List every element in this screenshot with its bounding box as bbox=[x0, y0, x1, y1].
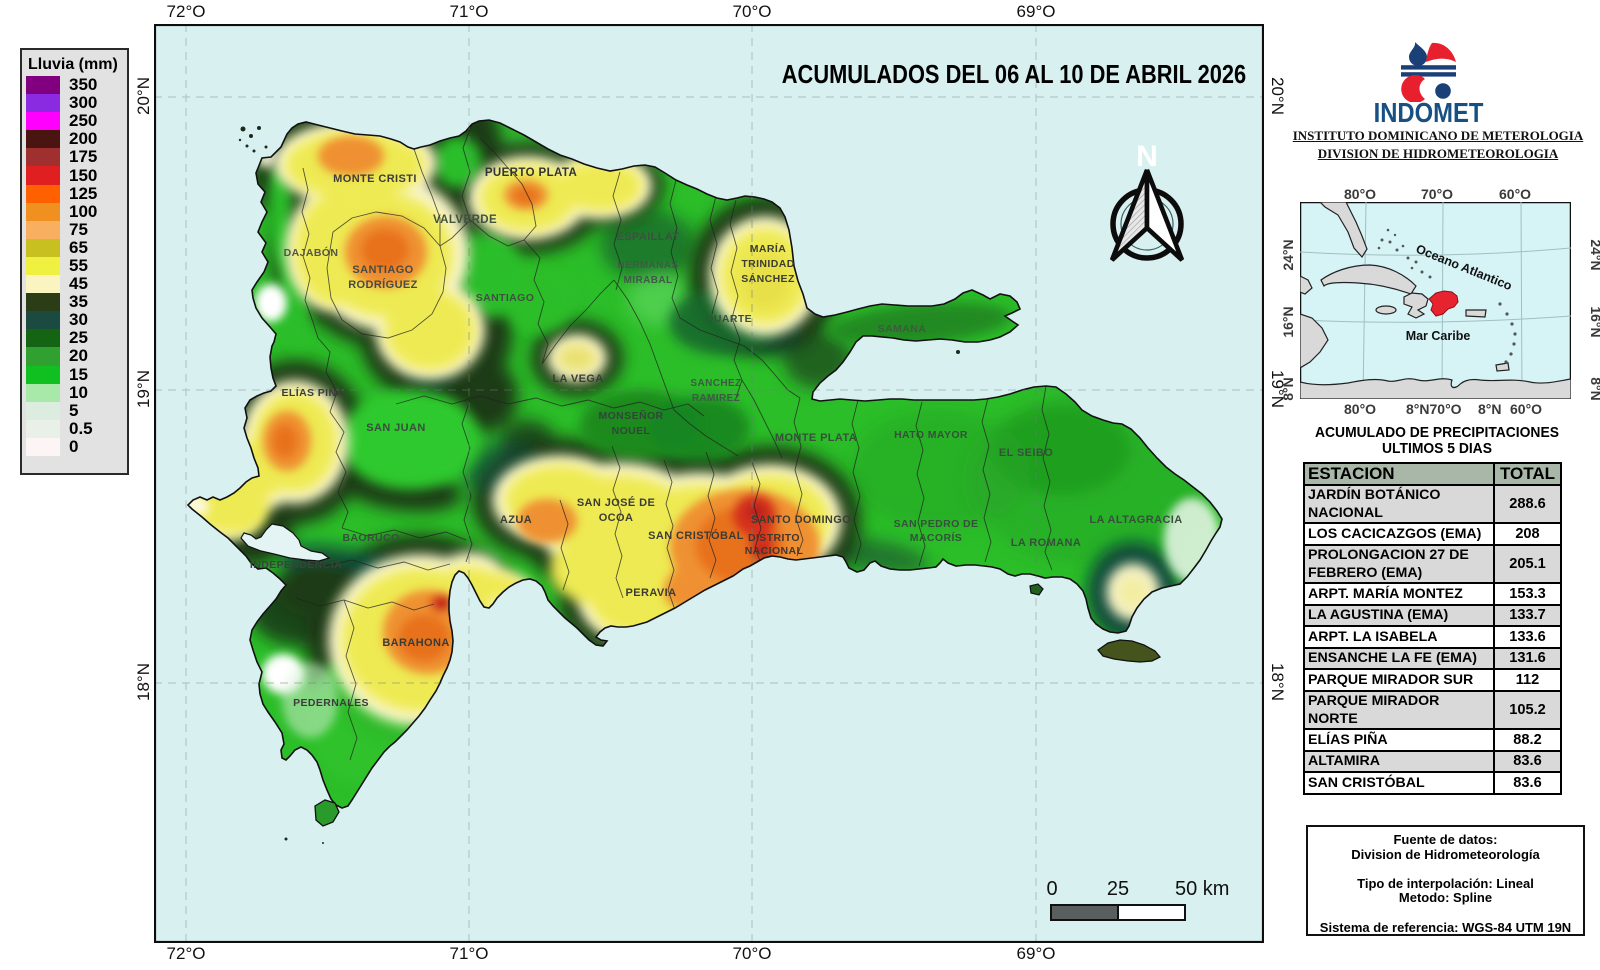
svg-text:MACORÍS: MACORÍS bbox=[910, 531, 962, 544]
svg-text:EL SEIBO: EL SEIBO bbox=[999, 447, 1053, 459]
svg-text:DAJABÓN: DAJABÓN bbox=[284, 246, 339, 259]
svg-text:50 km: 50 km bbox=[1175, 878, 1229, 900]
svg-text:RAMIREZ: RAMIREZ bbox=[692, 393, 740, 404]
svg-text:SANTIAGO: SANTIAGO bbox=[352, 264, 413, 276]
svg-text:SAN PEDRO DE: SAN PEDRO DE bbox=[894, 518, 979, 530]
svg-text:N: N bbox=[1136, 140, 1158, 173]
svg-text:SAN CRISTÓBAL: SAN CRISTÓBAL bbox=[648, 529, 744, 542]
svg-text:INDEPENDENCIA: INDEPENDENCIA bbox=[250, 559, 342, 571]
svg-text:HATO MAYOR: HATO MAYOR bbox=[894, 429, 968, 441]
svg-text:MONSEÑOR: MONSEÑOR bbox=[598, 409, 663, 422]
svg-text:SANTO DOMINGO: SANTO DOMINGO bbox=[751, 514, 851, 526]
svg-text:0: 0 bbox=[1046, 878, 1057, 900]
svg-text:SAN JOSÉ DE: SAN JOSÉ DE bbox=[577, 496, 655, 509]
svg-text:PEDERNALES: PEDERNALES bbox=[293, 697, 369, 709]
svg-text:TRINIDAD: TRINIDAD bbox=[741, 258, 794, 270]
svg-text:BARAHONA: BARAHONA bbox=[382, 637, 449, 649]
svg-text:LA VEGA: LA VEGA bbox=[552, 373, 603, 385]
svg-text:Mar Caribe: Mar Caribe bbox=[1406, 329, 1471, 343]
svg-text:NOUEL: NOUEL bbox=[612, 425, 651, 437]
svg-text:NACIONAL: NACIONAL bbox=[745, 545, 804, 557]
svg-text:SANTIAGO: SANTIAGO bbox=[476, 292, 535, 304]
svg-text:SAN JUAN: SAN JUAN bbox=[366, 422, 425, 434]
svg-text:DISTRITO: DISTRITO bbox=[748, 532, 800, 544]
svg-text:MARÍA: MARÍA bbox=[750, 242, 786, 255]
svg-text:OCOA: OCOA bbox=[599, 512, 634, 524]
svg-text:PUERTO PLATA: PUERTO PLATA bbox=[485, 167, 577, 179]
svg-text:MONTE PLATA: MONTE PLATA bbox=[775, 432, 857, 444]
svg-text:ELÍAS PIÑA: ELÍAS PIÑA bbox=[282, 386, 345, 399]
svg-text:MONTE CRISTI: MONTE CRISTI bbox=[333, 173, 417, 185]
svg-text:BAORUCO: BAORUCO bbox=[342, 532, 399, 544]
svg-text:25: 25 bbox=[1107, 878, 1129, 900]
svg-text:VALVERDE: VALVERDE bbox=[433, 214, 497, 226]
svg-text:LA ROMANA: LA ROMANA bbox=[1011, 537, 1081, 549]
svg-text:LA ALTAGRACIA: LA ALTAGRACIA bbox=[1089, 514, 1182, 526]
svg-text:SANCHEZ: SANCHEZ bbox=[690, 378, 741, 389]
svg-text:AZUA: AZUA bbox=[500, 514, 532, 526]
svg-text:ESPAILLAT: ESPAILLAT bbox=[616, 231, 679, 243]
svg-text:RODRÍGUEZ: RODRÍGUEZ bbox=[348, 278, 418, 291]
svg-text:MIRABAL: MIRABAL bbox=[624, 275, 673, 286]
svg-text:SAMANÁ: SAMANÁ bbox=[878, 322, 926, 335]
svg-text:HERMANAS: HERMANAS bbox=[618, 260, 679, 271]
svg-text:DUARTE: DUARTE bbox=[706, 313, 752, 325]
svg-text:PERAVIA: PERAVIA bbox=[626, 587, 677, 599]
svg-text:SÁNCHEZ: SÁNCHEZ bbox=[741, 272, 795, 285]
